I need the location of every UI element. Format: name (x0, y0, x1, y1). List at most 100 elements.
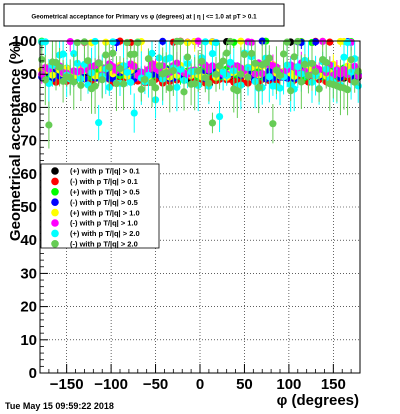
data-point (347, 56, 355, 64)
data-point (70, 78, 78, 86)
data-point (237, 70, 245, 78)
data-point (294, 63, 302, 71)
y-tick-label: 40 (20, 232, 37, 249)
data-point (322, 58, 330, 67)
timestamp: Tue May 15 09:59:22 2018 (5, 401, 114, 411)
data-point (301, 60, 309, 68)
data-point (315, 85, 323, 93)
data-point (340, 53, 348, 61)
data-point (105, 63, 113, 71)
data-point (226, 58, 234, 66)
legend-marker (51, 177, 59, 186)
legend-label: (+) with p T/|q| > 1.0 (70, 208, 140, 217)
data-point (95, 59, 103, 67)
data-point (127, 78, 135, 86)
y-tick-label: 0 (29, 365, 37, 382)
legend-label: (+) with p T/|q| > 2.0 (70, 229, 140, 238)
data-point (73, 59, 81, 67)
data-point (208, 119, 217, 127)
y-tick-label: 80 (20, 99, 37, 116)
data-point (59, 50, 67, 58)
data-point (205, 79, 213, 87)
data-point (183, 53, 192, 61)
data-point (84, 57, 92, 65)
y-tick-label: 70 (20, 133, 37, 150)
data-point (166, 84, 174, 92)
x-axis-title: φ (degrees) (277, 392, 359, 409)
data-point (191, 80, 199, 88)
chart-title: Geometrical acceptance for Primary vs φ … (31, 14, 257, 21)
data-point (130, 109, 138, 117)
data-point (244, 73, 252, 81)
y-tick-label: 20 (20, 299, 37, 316)
data-point (112, 79, 121, 88)
data-point (269, 120, 277, 128)
data-point (304, 71, 313, 79)
data-point (162, 69, 170, 77)
y-tick-label: 10 (20, 332, 37, 349)
legend-label: (-) with p T/|q| > 0.5 (70, 198, 138, 207)
data-point (148, 49, 156, 58)
data-point (137, 85, 145, 93)
legend-label: (-) with p T/|q| > 1.0 (70, 219, 138, 228)
legend-marker (51, 240, 59, 248)
axis-ticks (39, 40, 361, 374)
data-point (276, 84, 284, 92)
data-point (38, 55, 46, 64)
data-point (77, 81, 85, 89)
data-point (80, 38, 89, 46)
y-tick-label: 60 (20, 166, 37, 183)
data-points (38, 37, 362, 149)
data-point (233, 87, 241, 95)
y-tick-label: 100 (12, 33, 37, 50)
x-tick-label: 50 (236, 376, 253, 393)
data-point (240, 50, 249, 59)
legend-marker (51, 167, 59, 175)
y-tick-label: 50 (20, 199, 37, 216)
data-point (265, 73, 273, 81)
chart-title-box (3, 3, 285, 27)
data-point (343, 38, 352, 47)
data-point (119, 80, 128, 88)
legend: (+) with p T/|q| > 0.1(-) with p T/|q| >… (40, 163, 160, 249)
data-point (70, 50, 78, 58)
data-point (201, 74, 209, 82)
y-axis-title: Geometrical acceptance (%) (7, 41, 24, 241)
data-point (276, 71, 284, 79)
data-point (194, 67, 202, 75)
series-8 (38, 37, 362, 149)
data-point (41, 38, 49, 46)
data-point (91, 82, 99, 90)
data-point (141, 75, 149, 84)
data-point (354, 67, 362, 75)
data-point (144, 55, 153, 63)
data-point (151, 84, 160, 92)
x-tick-labels: −150 −100 −50 0 50 100 150 (50, 376, 346, 393)
data-point (73, 38, 81, 47)
data-point (308, 59, 316, 68)
data-point (173, 83, 181, 91)
x-tick-label: −100 (94, 376, 128, 393)
data-point (109, 38, 117, 46)
data-point (166, 54, 174, 62)
data-point (109, 49, 117, 57)
data-point (116, 65, 124, 73)
data-point (123, 68, 131, 76)
legend-label: (-) with p T/|q| > 0.1 (70, 177, 138, 186)
x-tick-label: 150 (321, 376, 346, 393)
data-point (98, 76, 106, 84)
data-point (155, 62, 163, 70)
data-point (311, 38, 320, 46)
y-tick-labels: 0 10 20 30 40 50 60 70 80 90 100 (12, 33, 37, 382)
data-point (283, 38, 291, 46)
data-point (66, 37, 74, 46)
data-point (215, 112, 224, 121)
legend-label: (-) with p T/|q| > 2.0 (70, 240, 138, 249)
data-point (290, 53, 298, 61)
data-point (223, 49, 231, 57)
data-point (201, 38, 209, 46)
data-point (102, 51, 110, 59)
data-point (343, 86, 352, 94)
y-tick-label: 90 (20, 66, 37, 83)
data-point (41, 76, 49, 84)
